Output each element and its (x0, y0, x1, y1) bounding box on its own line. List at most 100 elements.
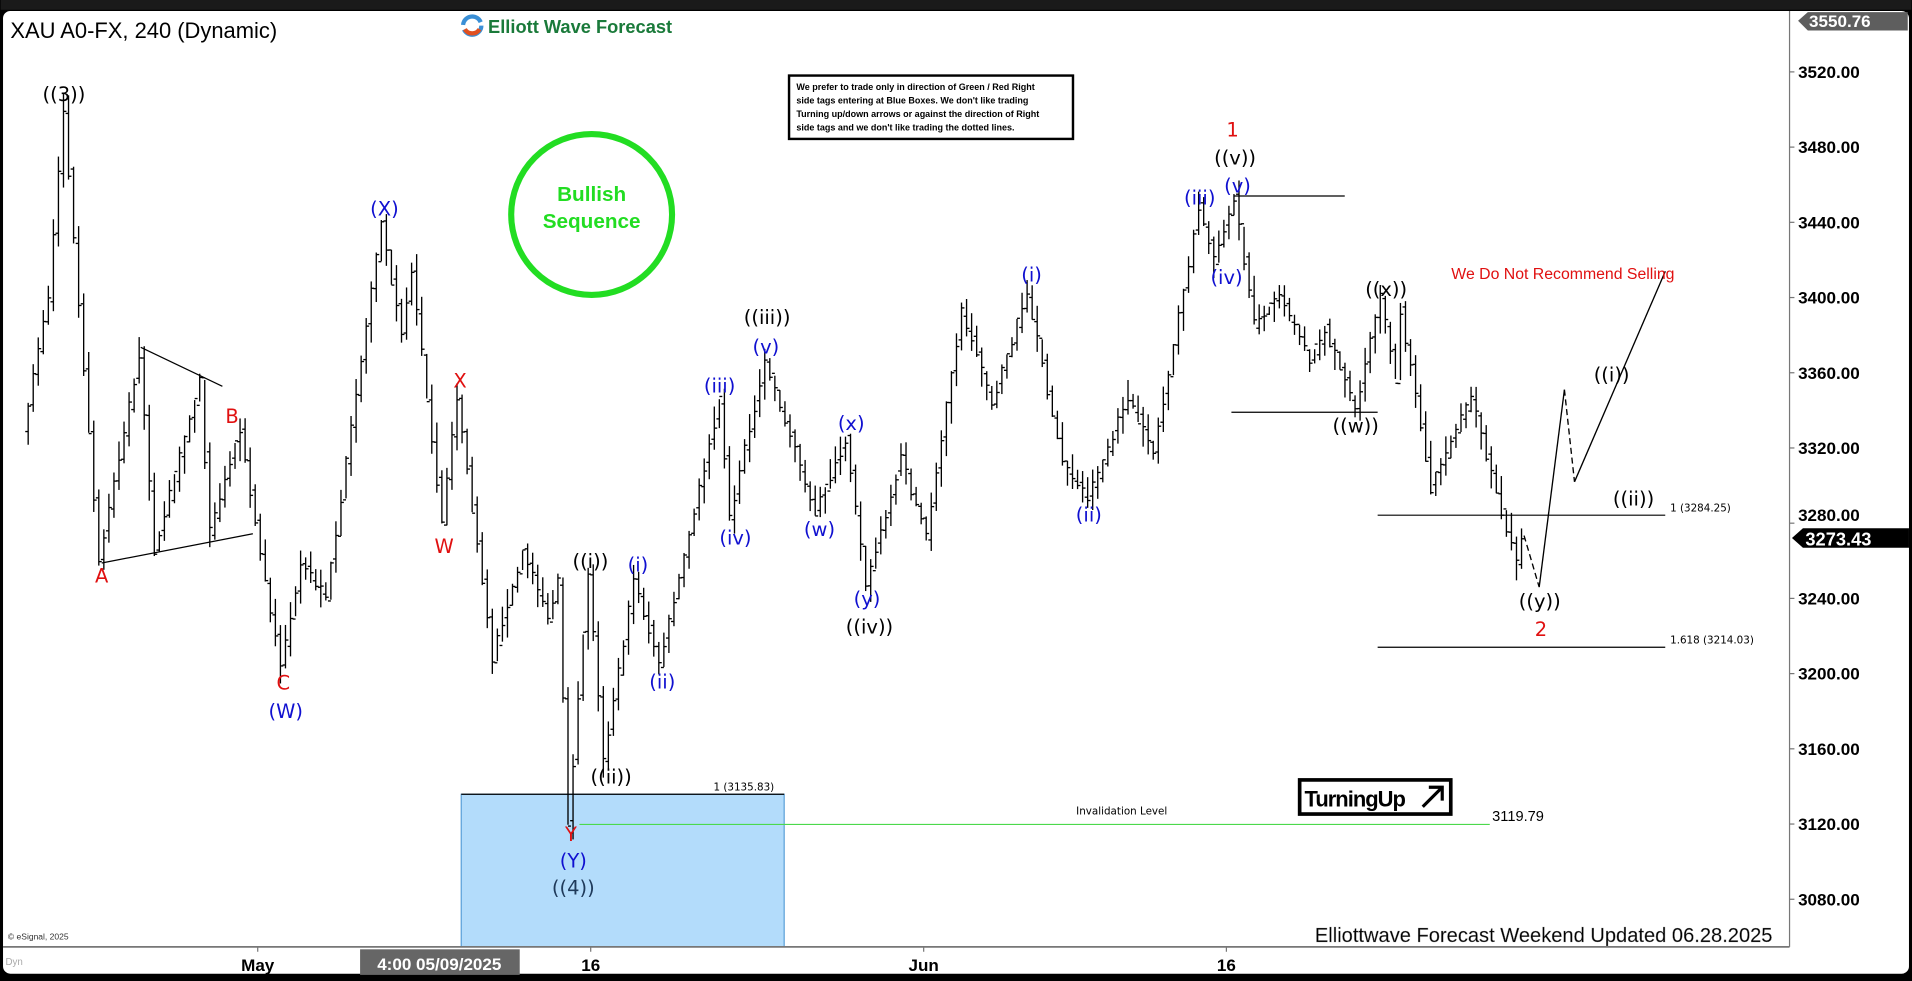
ohlc-bar (100, 529, 107, 570)
ohlc-bar (1044, 353, 1051, 400)
ohlc-bar (282, 624, 289, 669)
ohlc-bar (302, 557, 309, 580)
wave-label: ((v)) (1214, 147, 1256, 170)
ohlc-bar (620, 640, 627, 676)
last-price-label: 3273.43 (1805, 528, 1871, 549)
ohlc-bar (771, 372, 778, 402)
ohlc-bar (121, 421, 127, 464)
ohlc-bar (534, 564, 541, 608)
wave-label: X (453, 370, 466, 393)
ohlc-bar (1422, 411, 1429, 462)
ohlc-bar (590, 564, 597, 642)
time-axis[interactable]: May 16 Jun 16 (241, 946, 1236, 975)
ohlc-bar (126, 392, 132, 447)
ohlc-bar (787, 414, 793, 448)
ohlc-bar (363, 318, 370, 374)
ohlc-bar (1271, 291, 1278, 322)
ohlc-bar (474, 496, 481, 553)
wave-label: ((iii)) (744, 306, 791, 329)
ohlc-bar (1442, 436, 1449, 476)
warning-text: We Do Not Recommend Selling (1451, 266, 1674, 283)
ohlc-bar (1049, 385, 1056, 417)
ohlc-bar (322, 582, 329, 601)
ohlc-bar (332, 521, 339, 573)
ohlc-bar (837, 436, 844, 475)
box-label: 1 (3135.83) (713, 782, 774, 794)
x-tick-label: May (241, 956, 275, 975)
ohlc-bar (1215, 230, 1222, 266)
arrow-up-right-icon (1421, 785, 1444, 808)
ohlc-bar (1331, 338, 1338, 370)
wave-label: ((i)) (1594, 363, 1630, 386)
ohlc-bar (504, 589, 511, 638)
ohlc-bar (1014, 317, 1020, 351)
ohlc-bar (1513, 536, 1520, 581)
ohlc-bar (1079, 471, 1086, 503)
ohlc-bar (610, 687, 617, 736)
logo: Elliott Wave Forecast (460, 14, 672, 37)
ohlc-bar (408, 262, 415, 306)
ohlc-bar (166, 480, 173, 518)
wave-label: (i) (628, 554, 649, 577)
badge-line-2: Sequence (543, 210, 641, 233)
ohlc-bar (1225, 205, 1232, 240)
invalidation-value: 3119.79 (1492, 809, 1544, 825)
ohlc-bar (509, 583, 516, 606)
ohlc-bar (116, 441, 122, 490)
ohlc-bar (867, 559, 874, 602)
cursor-date-box (360, 949, 520, 975)
ohlc-bar (171, 470, 178, 504)
ohlc-bar (1412, 355, 1419, 408)
ohlc-bar (232, 440, 238, 469)
ohlc-bar (1180, 288, 1187, 331)
ohlc-bar (1281, 285, 1288, 317)
ohlc-bar (1316, 329, 1323, 361)
ohlc-bar (1256, 304, 1263, 335)
ohlc-bar (1326, 318, 1333, 348)
ohlc-bar (1321, 325, 1328, 356)
ohlc-bar (1336, 351, 1343, 371)
projection-path (1523, 270, 1666, 588)
ohlc-bar (292, 586, 299, 620)
ohlc-bar (983, 371, 990, 401)
ohlc-bar (701, 458, 708, 504)
wave-label: (iii) (1184, 187, 1215, 210)
ohlc-bar (519, 549, 526, 575)
price-axis[interactable]: 3520.00 3480.00 3440.00 3400.00 3360.00 3320.… (1789, 12, 1909, 910)
ohlc-bar (161, 501, 168, 541)
ohlc-bar (1483, 425, 1490, 462)
ohlc-bar (146, 404, 153, 501)
ohlc-bar (706, 434, 713, 480)
wave-label: ((i)) (572, 550, 608, 573)
y-tick-label: 3160.00 (1798, 740, 1860, 759)
ohlc-bar (45, 285, 52, 325)
ohlc-bar (257, 513, 264, 561)
ohlc-bar (1362, 347, 1369, 402)
y-tick-label: 3320.00 (1798, 439, 1860, 458)
ohlc-bar (893, 474, 899, 505)
ohlc-bar (373, 252, 380, 303)
ohlc-bar (832, 446, 839, 484)
ohlc-bar (252, 484, 259, 526)
ohlc-bar (90, 420, 97, 512)
ohlc-bar (297, 550, 304, 604)
ohlc-bar (1241, 223, 1247, 271)
wave-label: (ii) (649, 671, 675, 694)
wave-label: (w) (804, 518, 835, 541)
ohlc-bar (176, 446, 183, 492)
ohlc-bar (55, 156, 62, 247)
ohlc-bar (267, 577, 274, 623)
ohlc-bar (923, 516, 930, 541)
ohlc-bar (1039, 337, 1046, 368)
ohlc-bar (307, 551, 314, 583)
ohlc-bar (872, 537, 879, 572)
wave-label: (x) (838, 412, 865, 435)
wave-label: 2 (1535, 618, 1547, 641)
ohlc-bar (403, 287, 410, 340)
ohlc-bar (1251, 275, 1258, 325)
chart-title: XAU A0-FX, 240 (Dynamic) (10, 18, 277, 43)
ohlc-bar (1387, 321, 1394, 364)
ohlc-bar (645, 601, 652, 644)
ohlc-bar (25, 402, 32, 445)
